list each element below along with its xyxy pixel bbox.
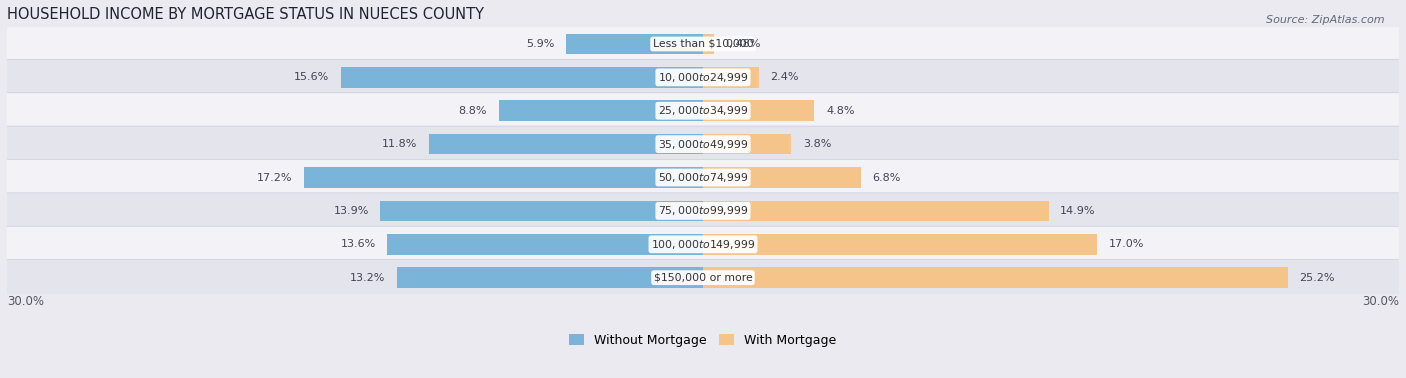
Bar <box>703 34 714 54</box>
Text: 13.9%: 13.9% <box>333 206 368 216</box>
Text: 17.0%: 17.0% <box>1109 239 1144 249</box>
Bar <box>499 101 703 121</box>
Text: 15.6%: 15.6% <box>294 72 329 82</box>
Bar <box>381 201 703 221</box>
Text: 5.9%: 5.9% <box>526 39 554 49</box>
Text: 13.2%: 13.2% <box>350 273 385 283</box>
FancyBboxPatch shape <box>0 93 1406 129</box>
Text: $50,000 to $74,999: $50,000 to $74,999 <box>658 171 748 184</box>
Legend: Without Mortgage, With Mortgage: Without Mortgage, With Mortgage <box>569 334 837 347</box>
Bar <box>342 67 703 88</box>
Text: 3.8%: 3.8% <box>803 139 831 149</box>
Text: 8.8%: 8.8% <box>458 106 488 116</box>
Text: 2.4%: 2.4% <box>770 72 799 82</box>
Bar <box>388 234 703 255</box>
Bar <box>703 167 860 188</box>
Text: 30.0%: 30.0% <box>1362 295 1399 308</box>
Text: 14.9%: 14.9% <box>1060 206 1095 216</box>
FancyBboxPatch shape <box>0 193 1406 229</box>
Text: 11.8%: 11.8% <box>382 139 418 149</box>
Bar <box>429 134 703 155</box>
Bar <box>703 234 1098 255</box>
Bar <box>703 67 759 88</box>
Text: $75,000 to $99,999: $75,000 to $99,999 <box>658 204 748 217</box>
Bar <box>703 201 1049 221</box>
Text: 25.2%: 25.2% <box>1299 273 1334 283</box>
Text: $10,000 to $24,999: $10,000 to $24,999 <box>658 71 748 84</box>
FancyBboxPatch shape <box>0 260 1406 296</box>
Text: 17.2%: 17.2% <box>257 172 292 183</box>
FancyBboxPatch shape <box>0 26 1406 62</box>
FancyBboxPatch shape <box>0 126 1406 162</box>
Bar <box>703 101 814 121</box>
Bar <box>567 34 703 54</box>
Text: $150,000 or more: $150,000 or more <box>654 273 752 283</box>
Bar <box>703 267 1288 288</box>
Text: 6.8%: 6.8% <box>872 172 901 183</box>
Text: HOUSEHOLD INCOME BY MORTGAGE STATUS IN NUECES COUNTY: HOUSEHOLD INCOME BY MORTGAGE STATUS IN N… <box>7 7 484 22</box>
Text: $25,000 to $34,999: $25,000 to $34,999 <box>658 104 748 117</box>
Text: $100,000 to $149,999: $100,000 to $149,999 <box>651 238 755 251</box>
Bar <box>703 134 792 155</box>
Bar <box>396 267 703 288</box>
FancyBboxPatch shape <box>0 226 1406 262</box>
FancyBboxPatch shape <box>0 160 1406 195</box>
Text: 0.48%: 0.48% <box>725 39 761 49</box>
Text: Less than $10,000: Less than $10,000 <box>652 39 754 49</box>
Text: Source: ZipAtlas.com: Source: ZipAtlas.com <box>1267 15 1385 25</box>
Text: 30.0%: 30.0% <box>7 295 44 308</box>
Bar <box>304 167 703 188</box>
Text: 13.6%: 13.6% <box>340 239 375 249</box>
Text: $35,000 to $49,999: $35,000 to $49,999 <box>658 138 748 150</box>
FancyBboxPatch shape <box>0 59 1406 95</box>
Text: 4.8%: 4.8% <box>825 106 855 116</box>
